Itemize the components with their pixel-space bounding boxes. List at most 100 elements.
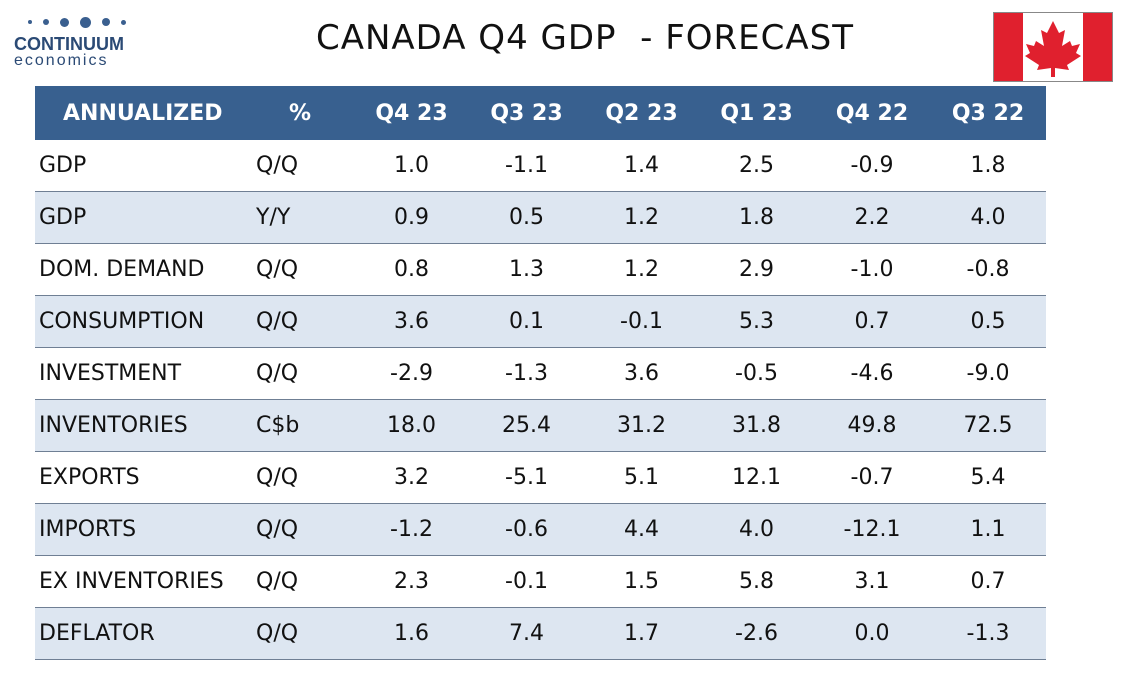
logo-subtitle: economics bbox=[14, 52, 109, 69]
row-label: EX INVENTORIES bbox=[35, 555, 246, 608]
table-cell: 0.7 bbox=[814, 295, 930, 348]
table-cell: 3.2 bbox=[354, 451, 469, 504]
table-row: EXPORTS Q/Q 3.2 -5.1 5.1 12.1 -0.7 5.4 bbox=[35, 451, 1046, 504]
table-cell: 2.5 bbox=[699, 140, 814, 192]
row-label: DOM. DEMAND bbox=[35, 243, 246, 296]
table-cell: -1.0 bbox=[814, 243, 930, 296]
row-unit: C$b bbox=[246, 399, 354, 452]
row-label: CONSUMPTION bbox=[35, 295, 246, 348]
table-cell: -2.6 bbox=[699, 607, 814, 660]
table-cell: -2.9 bbox=[354, 347, 469, 400]
table-cell: 1.8 bbox=[699, 191, 814, 244]
column-header: Q1 23 bbox=[699, 86, 814, 140]
table-cell: 4.0 bbox=[930, 191, 1046, 244]
table-cell: 0.5 bbox=[930, 295, 1046, 348]
page-title: CANADA Q4 GDP - FORECAST bbox=[315, 18, 855, 58]
table-cell: -0.8 bbox=[930, 243, 1046, 296]
table-cell: -0.9 bbox=[814, 140, 930, 192]
continuum-logo: CONTINUUM economics bbox=[14, 14, 134, 69]
table-row: DOM. DEMAND Q/Q 0.8 1.3 1.2 2.9 -1.0 -0.… bbox=[35, 243, 1046, 296]
table-row: INVENTORIES C$b 18.0 25.4 31.2 31.8 49.8… bbox=[35, 399, 1046, 452]
table-cell: 5.3 bbox=[699, 295, 814, 348]
table-cell: 31.2 bbox=[584, 399, 699, 452]
table-header-row: ANNUALIZED % Q4 23 Q3 23 Q2 23 Q1 23 Q4 … bbox=[35, 86, 1046, 140]
column-header: Q3 23 bbox=[469, 86, 584, 140]
table-cell: 0.9 bbox=[354, 191, 469, 244]
logo-dots-icon bbox=[14, 14, 134, 30]
row-label: GDP bbox=[35, 140, 246, 192]
row-unit: Q/Q bbox=[246, 140, 354, 192]
table-cell: 2.3 bbox=[354, 555, 469, 608]
table-cell: -1.3 bbox=[469, 347, 584, 400]
table-cell: 49.8 bbox=[814, 399, 930, 452]
column-header: % bbox=[246, 86, 354, 140]
table-cell: -1.2 bbox=[354, 503, 469, 556]
table-cell: 1.4 bbox=[584, 140, 699, 192]
table-cell: -0.1 bbox=[469, 555, 584, 608]
table-row: CONSUMPTION Q/Q 3.6 0.1 -0.1 5.3 0.7 0.5 bbox=[35, 295, 1046, 348]
row-unit: Q/Q bbox=[246, 243, 354, 296]
row-label: EXPORTS bbox=[35, 451, 246, 504]
table-cell: 2.9 bbox=[699, 243, 814, 296]
table-cell: -12.1 bbox=[814, 503, 930, 556]
table-cell: 0.1 bbox=[469, 295, 584, 348]
column-header: Q4 22 bbox=[814, 86, 930, 140]
table-cell: 0.0 bbox=[814, 607, 930, 660]
table-row: GDP Y/Y 0.9 0.5 1.2 1.8 2.2 4.0 bbox=[35, 191, 1046, 244]
row-unit: Y/Y bbox=[246, 191, 354, 244]
row-label: INVENTORIES bbox=[35, 399, 246, 452]
row-unit: Q/Q bbox=[246, 347, 354, 400]
column-header: Q2 23 bbox=[584, 86, 699, 140]
table-cell: 0.5 bbox=[469, 191, 584, 244]
table-cell: 5.8 bbox=[699, 555, 814, 608]
table-cell: 2.2 bbox=[814, 191, 930, 244]
table-cell: 72.5 bbox=[930, 399, 1046, 452]
row-label: INVESTMENT bbox=[35, 347, 246, 400]
table-cell: 1.7 bbox=[584, 607, 699, 660]
table-cell: 4.0 bbox=[699, 503, 814, 556]
table-cell: -0.5 bbox=[699, 347, 814, 400]
table-row: DEFLATOR Q/Q 1.6 7.4 1.7 -2.6 0.0 -1.3 bbox=[35, 607, 1046, 660]
row-unit: Q/Q bbox=[246, 451, 354, 504]
table-cell: -1.3 bbox=[930, 607, 1046, 660]
table-cell: 3.6 bbox=[354, 295, 469, 348]
table-cell: -0.7 bbox=[814, 451, 930, 504]
row-label: IMPORTS bbox=[35, 503, 246, 556]
row-unit: Q/Q bbox=[246, 555, 354, 608]
table-cell: -0.1 bbox=[584, 295, 699, 348]
table-cell: 1.2 bbox=[584, 191, 699, 244]
table-cell: 0.7 bbox=[930, 555, 1046, 608]
table-cell: 7.4 bbox=[469, 607, 584, 660]
table-cell: 4.4 bbox=[584, 503, 699, 556]
table-cell: 1.5 bbox=[584, 555, 699, 608]
table-cell: 1.6 bbox=[354, 607, 469, 660]
table-cell: 0.8 bbox=[354, 243, 469, 296]
table-row: GDP Q/Q 1.0 -1.1 1.4 2.5 -0.9 1.8 bbox=[35, 140, 1046, 192]
table-cell: -4.6 bbox=[814, 347, 930, 400]
table-cell: -1.1 bbox=[469, 140, 584, 192]
row-unit: Q/Q bbox=[246, 503, 354, 556]
logo-name: CONTINUUM bbox=[14, 34, 124, 54]
table-cell: 31.8 bbox=[699, 399, 814, 452]
table-cell: 5.1 bbox=[584, 451, 699, 504]
table-cell: 1.3 bbox=[469, 243, 584, 296]
table-row: IMPORTS Q/Q -1.2 -0.6 4.4 4.0 -12.1 1.1 bbox=[35, 503, 1046, 556]
table-cell: 3.6 bbox=[584, 347, 699, 400]
row-unit: Q/Q bbox=[246, 295, 354, 348]
column-header: ANNUALIZED bbox=[35, 86, 246, 140]
table-cell: 25.4 bbox=[469, 399, 584, 452]
table-cell: 1.2 bbox=[584, 243, 699, 296]
table-cell: -9.0 bbox=[930, 347, 1046, 400]
row-label: DEFLATOR bbox=[35, 607, 246, 660]
table-cell: -5.1 bbox=[469, 451, 584, 504]
table-row: EX INVENTORIES Q/Q 2.3 -0.1 1.5 5.8 3.1 … bbox=[35, 555, 1046, 608]
table-cell: 18.0 bbox=[354, 399, 469, 452]
table-row: INVESTMENT Q/Q -2.9 -1.3 3.6 -0.5 -4.6 -… bbox=[35, 347, 1046, 400]
table-cell: 1.0 bbox=[354, 140, 469, 192]
table-cell: 12.1 bbox=[699, 451, 814, 504]
gdp-forecast-table: ANNUALIZED % Q4 23 Q3 23 Q2 23 Q1 23 Q4 … bbox=[35, 86, 1046, 660]
column-header: Q3 22 bbox=[930, 86, 1046, 140]
table-cell: 5.4 bbox=[930, 451, 1046, 504]
table-cell: 1.8 bbox=[930, 140, 1046, 192]
table-cell: -0.6 bbox=[469, 503, 584, 556]
